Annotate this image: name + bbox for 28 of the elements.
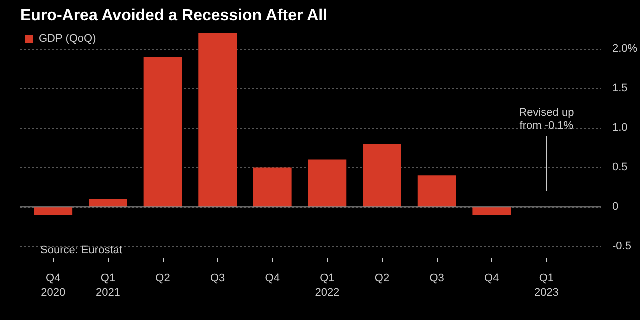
x-tick-label: Q2	[374, 272, 390, 284]
x-tick-label: Q1 2023	[534, 272, 559, 299]
x-tick-label: Q3	[210, 272, 226, 284]
bar	[198, 33, 238, 208]
y-tick-label: 2.0%	[612, 43, 638, 56]
x-tick-label: Q3	[430, 272, 444, 284]
x-tick-label: Q2	[156, 272, 170, 284]
x-tick-label: Q1 2021	[96, 272, 120, 299]
x-tick-label: Q4	[265, 272, 280, 284]
x-tick-label: Q1 2022	[315, 272, 340, 299]
legend-label: GDP (QoQ)	[39, 33, 96, 45]
x-tick-label: Q4 2020	[41, 272, 66, 299]
bar	[418, 176, 456, 208]
y-tick-label: 1.0	[612, 122, 628, 134]
chart-title: Euro-Area Avoided a Recession After All	[20, 8, 328, 24]
bar	[363, 144, 402, 208]
bar	[472, 207, 512, 216]
x-tick-label: Q4	[484, 272, 500, 284]
bar	[308, 160, 347, 208]
bar	[253, 168, 292, 208]
y-tick-label: 0.5	[612, 162, 628, 174]
bar	[34, 207, 73, 216]
y-tick-label: -0.5	[612, 240, 632, 253]
annotation: Revised up from -0.1%	[519, 107, 574, 132]
annotation: Source: Eurostat	[40, 244, 122, 256]
y-tick-label: 0	[612, 201, 619, 214]
y-tick-label: 1.5	[612, 82, 628, 95]
bar	[144, 57, 182, 208]
